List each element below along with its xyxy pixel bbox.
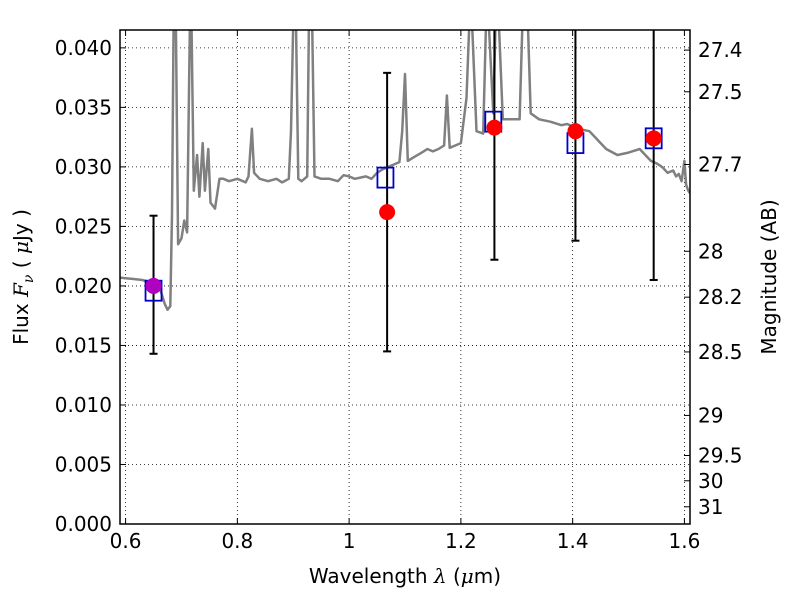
magnitude-tick-label: 29.5 bbox=[698, 443, 743, 467]
y-tick-label: 0.005 bbox=[55, 452, 112, 476]
magnitude-tick-label: 28.5 bbox=[698, 340, 743, 364]
x-tick-label: 0.6 bbox=[110, 529, 142, 553]
x-tick-label: 1.2 bbox=[445, 529, 477, 553]
magnitude-tick-label: 29 bbox=[698, 403, 723, 427]
y-axis-title: Flux Fν ( μJy ) bbox=[9, 209, 37, 345]
magnitude-tick-label: 27.4 bbox=[698, 38, 743, 62]
magnitude-tick-label: 27.5 bbox=[698, 80, 743, 104]
observed-point bbox=[645, 130, 662, 147]
x-axis-title: Wavelength λ (μm) bbox=[309, 564, 501, 588]
y-tick-label: 0.000 bbox=[55, 512, 112, 536]
y-tick-label: 0.025 bbox=[55, 214, 112, 238]
magnitude-axis-title: Magnitude (AB) bbox=[757, 199, 781, 354]
observed-point bbox=[145, 277, 162, 294]
magnitude-tick-label: 28 bbox=[698, 239, 723, 263]
observed-point bbox=[567, 123, 584, 140]
spectrum-series bbox=[120, 30, 690, 311]
y-tick-label: 0.030 bbox=[55, 155, 112, 179]
magnitude-tick-label: 28.2 bbox=[698, 285, 743, 309]
model-point bbox=[376, 166, 395, 189]
y-tick-label: 0.015 bbox=[55, 333, 112, 357]
observed-point bbox=[379, 204, 396, 221]
spectrum-line bbox=[120, 30, 690, 311]
model-series bbox=[144, 110, 663, 302]
y-tick-label: 0.010 bbox=[55, 393, 112, 417]
y-tick-label: 0.040 bbox=[55, 36, 112, 60]
y-tick-label: 0.020 bbox=[55, 274, 112, 298]
magnitude-tick-label: 31 bbox=[698, 495, 723, 519]
observed-series bbox=[145, 119, 662, 294]
magnitude-tick-label: 30 bbox=[698, 469, 723, 493]
observed-point bbox=[486, 119, 503, 136]
magnitude-tick-label: 27.7 bbox=[698, 152, 743, 176]
x-tick-label: 1.4 bbox=[557, 529, 589, 553]
error-bars bbox=[149, 30, 658, 355]
axis-ticks: 0.6 0.8 1 1.2 1.4 1.6 0.000 0.005 0.010 0.015 0.02… bbox=[55, 30, 743, 553]
y-tick-label: 0.035 bbox=[55, 95, 112, 119]
plot-frame bbox=[119, 29, 691, 525]
x-tick-label: 1 bbox=[343, 529, 356, 553]
x-tick-label: 1.6 bbox=[669, 529, 701, 553]
x-tick-label: 0.8 bbox=[221, 529, 253, 553]
